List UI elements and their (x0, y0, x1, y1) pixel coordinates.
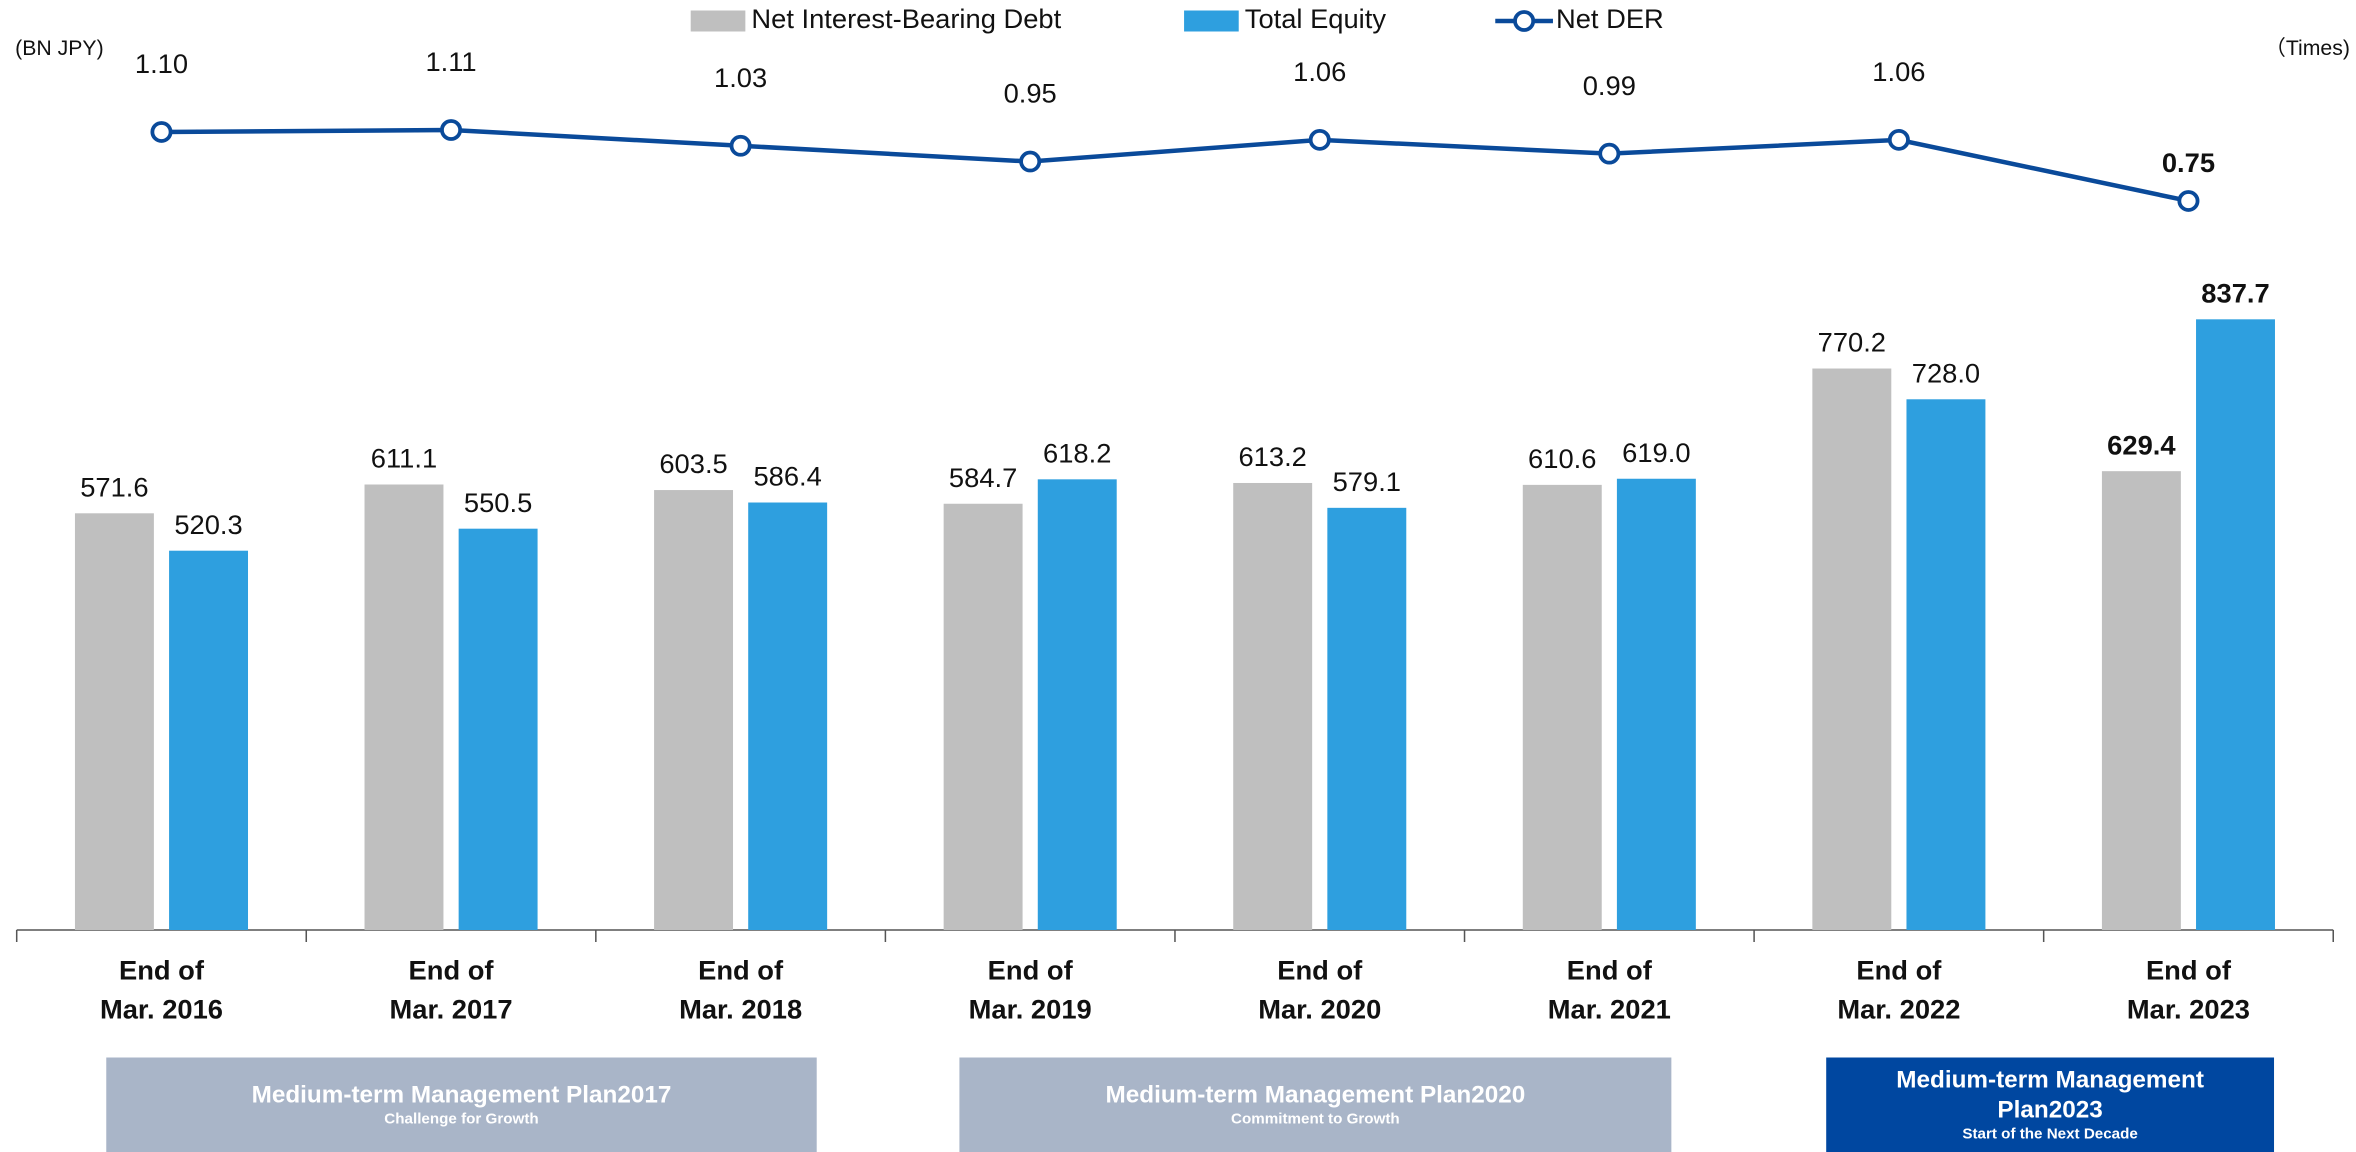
line-marker (440, 119, 463, 141)
bar (458, 528, 538, 930)
plan-title: Medium-term Management Plan2017 (251, 1083, 672, 1109)
plan-title: Medium-term Management Plan2023 (1896, 1068, 2204, 1124)
data-label: 586.4 (753, 461, 821, 492)
legend-label: Total Equity (1245, 3, 1387, 34)
line-marker (1019, 150, 1042, 173)
bar (1522, 484, 1602, 930)
x-tick-label-box: End of Mar. 2020 (1258, 955, 1382, 1025)
bar (1327, 507, 1407, 930)
line-marker (150, 121, 173, 143)
data-label: 520.3 (174, 509, 242, 540)
data-label: 1.10 (135, 48, 188, 79)
bar (1906, 399, 1986, 930)
data-label: 1.06 (1293, 56, 1346, 87)
plan-subtitle: Commitment to Growth (1231, 1111, 1400, 1129)
plan-box (106, 1057, 817, 1152)
data-label: 584.7 (949, 462, 1017, 493)
legend-swatch (1184, 10, 1239, 32)
data-label: 610.6 (1528, 443, 1596, 474)
line-marker (1887, 128, 1910, 151)
data-label: 550.5 (464, 487, 532, 518)
line-marker (1308, 128, 1331, 151)
data-label: 1.06 (1872, 56, 1925, 87)
plan-subtitle: Start of the Next Decade (1962, 1126, 2138, 1144)
data-label: 837.7 (2201, 278, 2269, 309)
legend-swatch (690, 10, 746, 32)
line-marker (1598, 142, 1621, 165)
x-tick-label-box: End of Mar. 2017 (389, 955, 513, 1025)
data-label: 619.0 (1622, 437, 1690, 468)
x-tick-label-box: End of Mar. 2023 (2126, 955, 2250, 1025)
legend-label: Net Interest-Bearing Debt (751, 3, 1061, 34)
line-marker (2177, 190, 2200, 212)
data-label: 0.75 (2162, 147, 2215, 178)
data-label: 728.0 (1912, 358, 1980, 389)
data-label: 603.5 (659, 448, 727, 479)
x-tick-label-box: End of Mar. 2022 (1837, 955, 1961, 1025)
data-label: 1.11 (425, 46, 476, 77)
data-label: 629.4 (2107, 429, 2175, 460)
plan-text: Medium-term Management Plan2023 Start of … (1841, 1058, 2258, 1152)
x-tick-label: End of Mar. 2023 (2126, 955, 2250, 1025)
x-tick-label-box: End of Mar. 2021 (1547, 955, 1671, 1025)
x-tick-label: End of Mar. 2017 (389, 955, 513, 1025)
bar (1812, 368, 1892, 931)
data-label: 0.99 (1583, 70, 1636, 101)
data-label: 770.2 (1818, 327, 1886, 358)
legend-marker (1513, 10, 1536, 32)
plan-text-box: Medium-term Management Plan2023 Start of … (1841, 1058, 2258, 1152)
bar (1616, 478, 1696, 930)
data-label: 571.6 (80, 472, 148, 503)
x-tick-label-box: End of Mar. 2019 (968, 955, 1092, 1025)
legend-label: Net DER (1556, 3, 1664, 34)
bar (1037, 479, 1117, 930)
x-tick-label-box: End of Mar. 2016 (99, 955, 224, 1025)
x-tick-label: End of Mar. 2020 (1258, 955, 1382, 1025)
x-tick-label-box: End of Mar. 2018 (679, 955, 803, 1025)
plan-text: Medium-term Management Plan2020 Commitmen… (975, 1058, 1657, 1152)
x-tick-label: End of Mar. 2021 (1547, 955, 1671, 1025)
x-tick-label: End of Mar. 2016 (99, 955, 224, 1025)
plan-title: Medium-term Management Plan2020 (1105, 1083, 1526, 1109)
data-label: 0.95 (1004, 78, 1057, 109)
plan-subtitle: Challenge for Growth (384, 1111, 539, 1129)
bar (364, 484, 444, 930)
y-axis-label: (BN JPY) (15, 37, 103, 60)
bar (169, 550, 249, 930)
data-label: 1.03 (714, 62, 767, 93)
plan-text-box: Medium-term Management Plan2020 Commitmen… (975, 1058, 1657, 1152)
bar (943, 503, 1023, 930)
bar (74, 513, 154, 930)
data-label: 579.1 (1333, 466, 1401, 497)
plan-box (1826, 1057, 2275, 1152)
data-label: 618.2 (1043, 438, 1111, 469)
line (161, 127, 2189, 204)
x-tick-label: End of Mar. 2019 (968, 955, 1092, 1025)
bar (1233, 482, 1313, 930)
data-label: 613.2 (1239, 441, 1307, 472)
bar (654, 490, 734, 930)
bar (2101, 471, 2181, 930)
plan-text-box: Medium-term Management Plan2017 Challenge… (121, 1058, 801, 1152)
data-label: 611.1 (371, 443, 437, 474)
y2-axis-label: （Times) (2265, 37, 2350, 60)
x-tick-label: End of Mar. 2018 (679, 955, 803, 1025)
plan-text: Medium-term Management Plan2017 Challenge… (121, 1058, 801, 1152)
line-marker (729, 134, 752, 157)
x-tick-label: End of Mar. 2022 (1837, 955, 1961, 1025)
bar (2196, 319, 2275, 931)
plan-box (959, 1057, 1672, 1152)
bar (748, 502, 828, 930)
